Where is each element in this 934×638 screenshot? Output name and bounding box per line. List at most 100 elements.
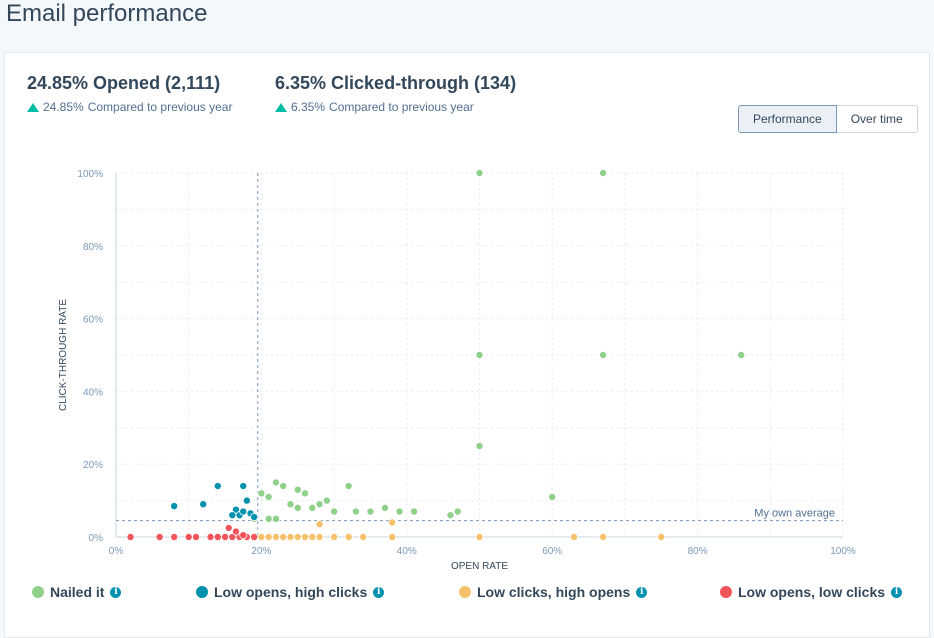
opened-delta: 24.85% — [43, 100, 84, 114]
page-title: Email performance — [6, 0, 208, 27]
data-point-low-opens-low-clicks — [155, 533, 164, 542]
legend-label: Low opens, high clicks — [214, 584, 368, 600]
legend-dot — [196, 586, 208, 598]
data-point-low-clicks-high-opens — [388, 518, 397, 527]
x-tick-label: 80% — [688, 546, 708, 557]
data-point-nailed-it — [257, 489, 266, 498]
data-point-low-opens-low-clicks — [221, 533, 230, 542]
y-tick-label: 60% — [83, 315, 103, 326]
data-point-nailed-it — [301, 489, 310, 498]
x-tick-label: 60% — [542, 546, 562, 557]
legend-item-low-opens-high-clicks[interactable]: Low opens, high clicks i — [196, 584, 385, 600]
data-point-low-opens-high-clicks — [231, 505, 240, 514]
data-point-nailed-it — [293, 503, 302, 512]
data-point-low-clicks-high-opens — [599, 533, 608, 542]
data-point-nailed-it — [475, 168, 484, 177]
data-point-low-clicks-high-opens — [264, 533, 273, 542]
legend-label: Low opens, low clicks — [738, 584, 886, 600]
data-point-low-opens-low-clicks — [224, 523, 233, 532]
data-point-low-clicks-high-opens — [301, 533, 310, 542]
y-tick-label: 40% — [83, 387, 103, 398]
clicked-stat-compare: 6.35% Compared to previous year — [275, 100, 516, 114]
data-point-low-opens-high-clicks — [199, 500, 208, 509]
data-point-low-clicks-high-opens — [330, 533, 339, 542]
scatter-chart: 0% 20% 40% 60% 80% 100% 0% 20% 40% 60% 80% 100% OPE… — [58, 168, 856, 572]
legend-dot — [459, 586, 471, 598]
legend-item-nailed-it[interactable]: Nailed it i — [32, 584, 122, 600]
data-point-nailed-it — [330, 507, 339, 516]
data-point-low-opens-low-clicks — [250, 533, 259, 542]
data-point-nailed-it — [475, 441, 484, 450]
opened-stat-title: 24.85% Opened (2,111) — [27, 73, 221, 93]
clicked-compare-text: Compared to previous year — [329, 100, 474, 114]
data-point-nailed-it — [599, 350, 608, 359]
opened-compare-text: Compared to previous year — [87, 100, 233, 114]
data-point-nailed-it — [351, 507, 360, 516]
data-point-low-opens-low-clicks — [231, 527, 240, 536]
x-tick-label: 0% — [109, 546, 124, 557]
y-tick-label: 0% — [89, 533, 104, 544]
data-point-low-clicks-high-opens — [359, 533, 368, 542]
data-point-low-clicks-high-opens — [286, 533, 295, 542]
data-point-low-clicks-high-opens — [293, 533, 302, 542]
data-point-nailed-it — [271, 514, 280, 523]
data-point-nailed-it — [410, 507, 419, 516]
x-tick-label: 20% — [251, 546, 271, 557]
opened-stat: 24.85% Opened (2,111) 24.85% Compared to… — [27, 73, 232, 114]
data-point-nailed-it — [264, 492, 273, 501]
data-point-low-clicks-high-opens — [271, 533, 280, 542]
up-arrow-icon — [27, 102, 39, 112]
data-point-low-opens-low-clicks — [170, 533, 179, 542]
data-point-low-clicks-high-opens — [475, 533, 484, 542]
data-point-low-opens-high-clicks — [239, 507, 248, 516]
data-point-low-opens-low-clicks — [239, 531, 248, 540]
data-point-low-opens-high-clicks — [170, 502, 179, 511]
y-tick-label: 80% — [83, 242, 103, 253]
legend-label: Nailed it — [50, 584, 105, 600]
info-icon[interactable]: i — [373, 586, 385, 598]
info-icon[interactable]: i — [891, 586, 903, 598]
data-point-low-clicks-high-opens — [308, 533, 317, 542]
data-point-nailed-it — [286, 500, 295, 509]
data-point-low-clicks-high-opens — [570, 533, 579, 542]
data-point-low-opens-low-clicks — [206, 533, 215, 542]
up-arrow-icon — [275, 102, 287, 112]
clicked-delta: 6.35% — [291, 100, 326, 114]
data-point-low-clicks-high-opens — [257, 533, 266, 542]
own-average-label: My own average — [754, 508, 835, 520]
data-point-low-clicks-high-opens — [344, 533, 353, 542]
data-point-nailed-it — [366, 507, 375, 516]
data-point-low-clicks-high-opens — [315, 533, 324, 542]
data-point-low-opens-high-clicks — [228, 511, 237, 520]
legend-dot — [720, 586, 732, 598]
data-point-low-clicks-high-opens — [388, 533, 397, 542]
data-point-low-clicks-high-opens — [279, 533, 288, 542]
data-point-low-opens-high-clicks — [213, 482, 222, 491]
info-icon[interactable]: i — [636, 586, 648, 598]
data-point-low-clicks-high-opens — [657, 533, 666, 542]
over-time-toggle-button[interactable]: Over time — [836, 105, 918, 133]
legend-item-low-clicks-high-opens[interactable]: Low clicks, high opens i — [459, 584, 648, 600]
y-axis-label: CLICK-THROUGH RATE — [58, 299, 69, 411]
data-point-nailed-it — [380, 503, 389, 512]
performance-toggle-button[interactable]: Performance — [738, 105, 837, 133]
data-point-nailed-it — [453, 507, 462, 516]
legend-dot — [32, 586, 44, 598]
data-point-nailed-it — [315, 500, 324, 509]
data-point-nailed-it — [293, 485, 302, 494]
data-point-nailed-it — [475, 350, 484, 359]
x-tick-label: 40% — [397, 546, 417, 557]
view-toggle: Performance Over time — [738, 105, 918, 133]
data-point-nailed-it — [344, 482, 353, 491]
legend-item-low-opens-low-clicks[interactable]: Low opens, low clicks i — [720, 584, 903, 600]
data-point-nailed-it — [279, 482, 288, 491]
data-point-low-opens-low-clicks — [184, 533, 193, 542]
data-point-nailed-it — [264, 514, 273, 523]
clicked-stat-title: 6.35% Clicked-through (134) — [275, 73, 517, 93]
data-point-low-opens-high-clicks — [242, 496, 251, 505]
y-tick-label: 20% — [83, 460, 103, 471]
y-tick-label: 100% — [77, 169, 103, 180]
info-icon[interactable]: i — [110, 586, 122, 598]
data-point-low-opens-high-clicks — [250, 512, 259, 521]
data-point-nailed-it — [548, 492, 557, 501]
